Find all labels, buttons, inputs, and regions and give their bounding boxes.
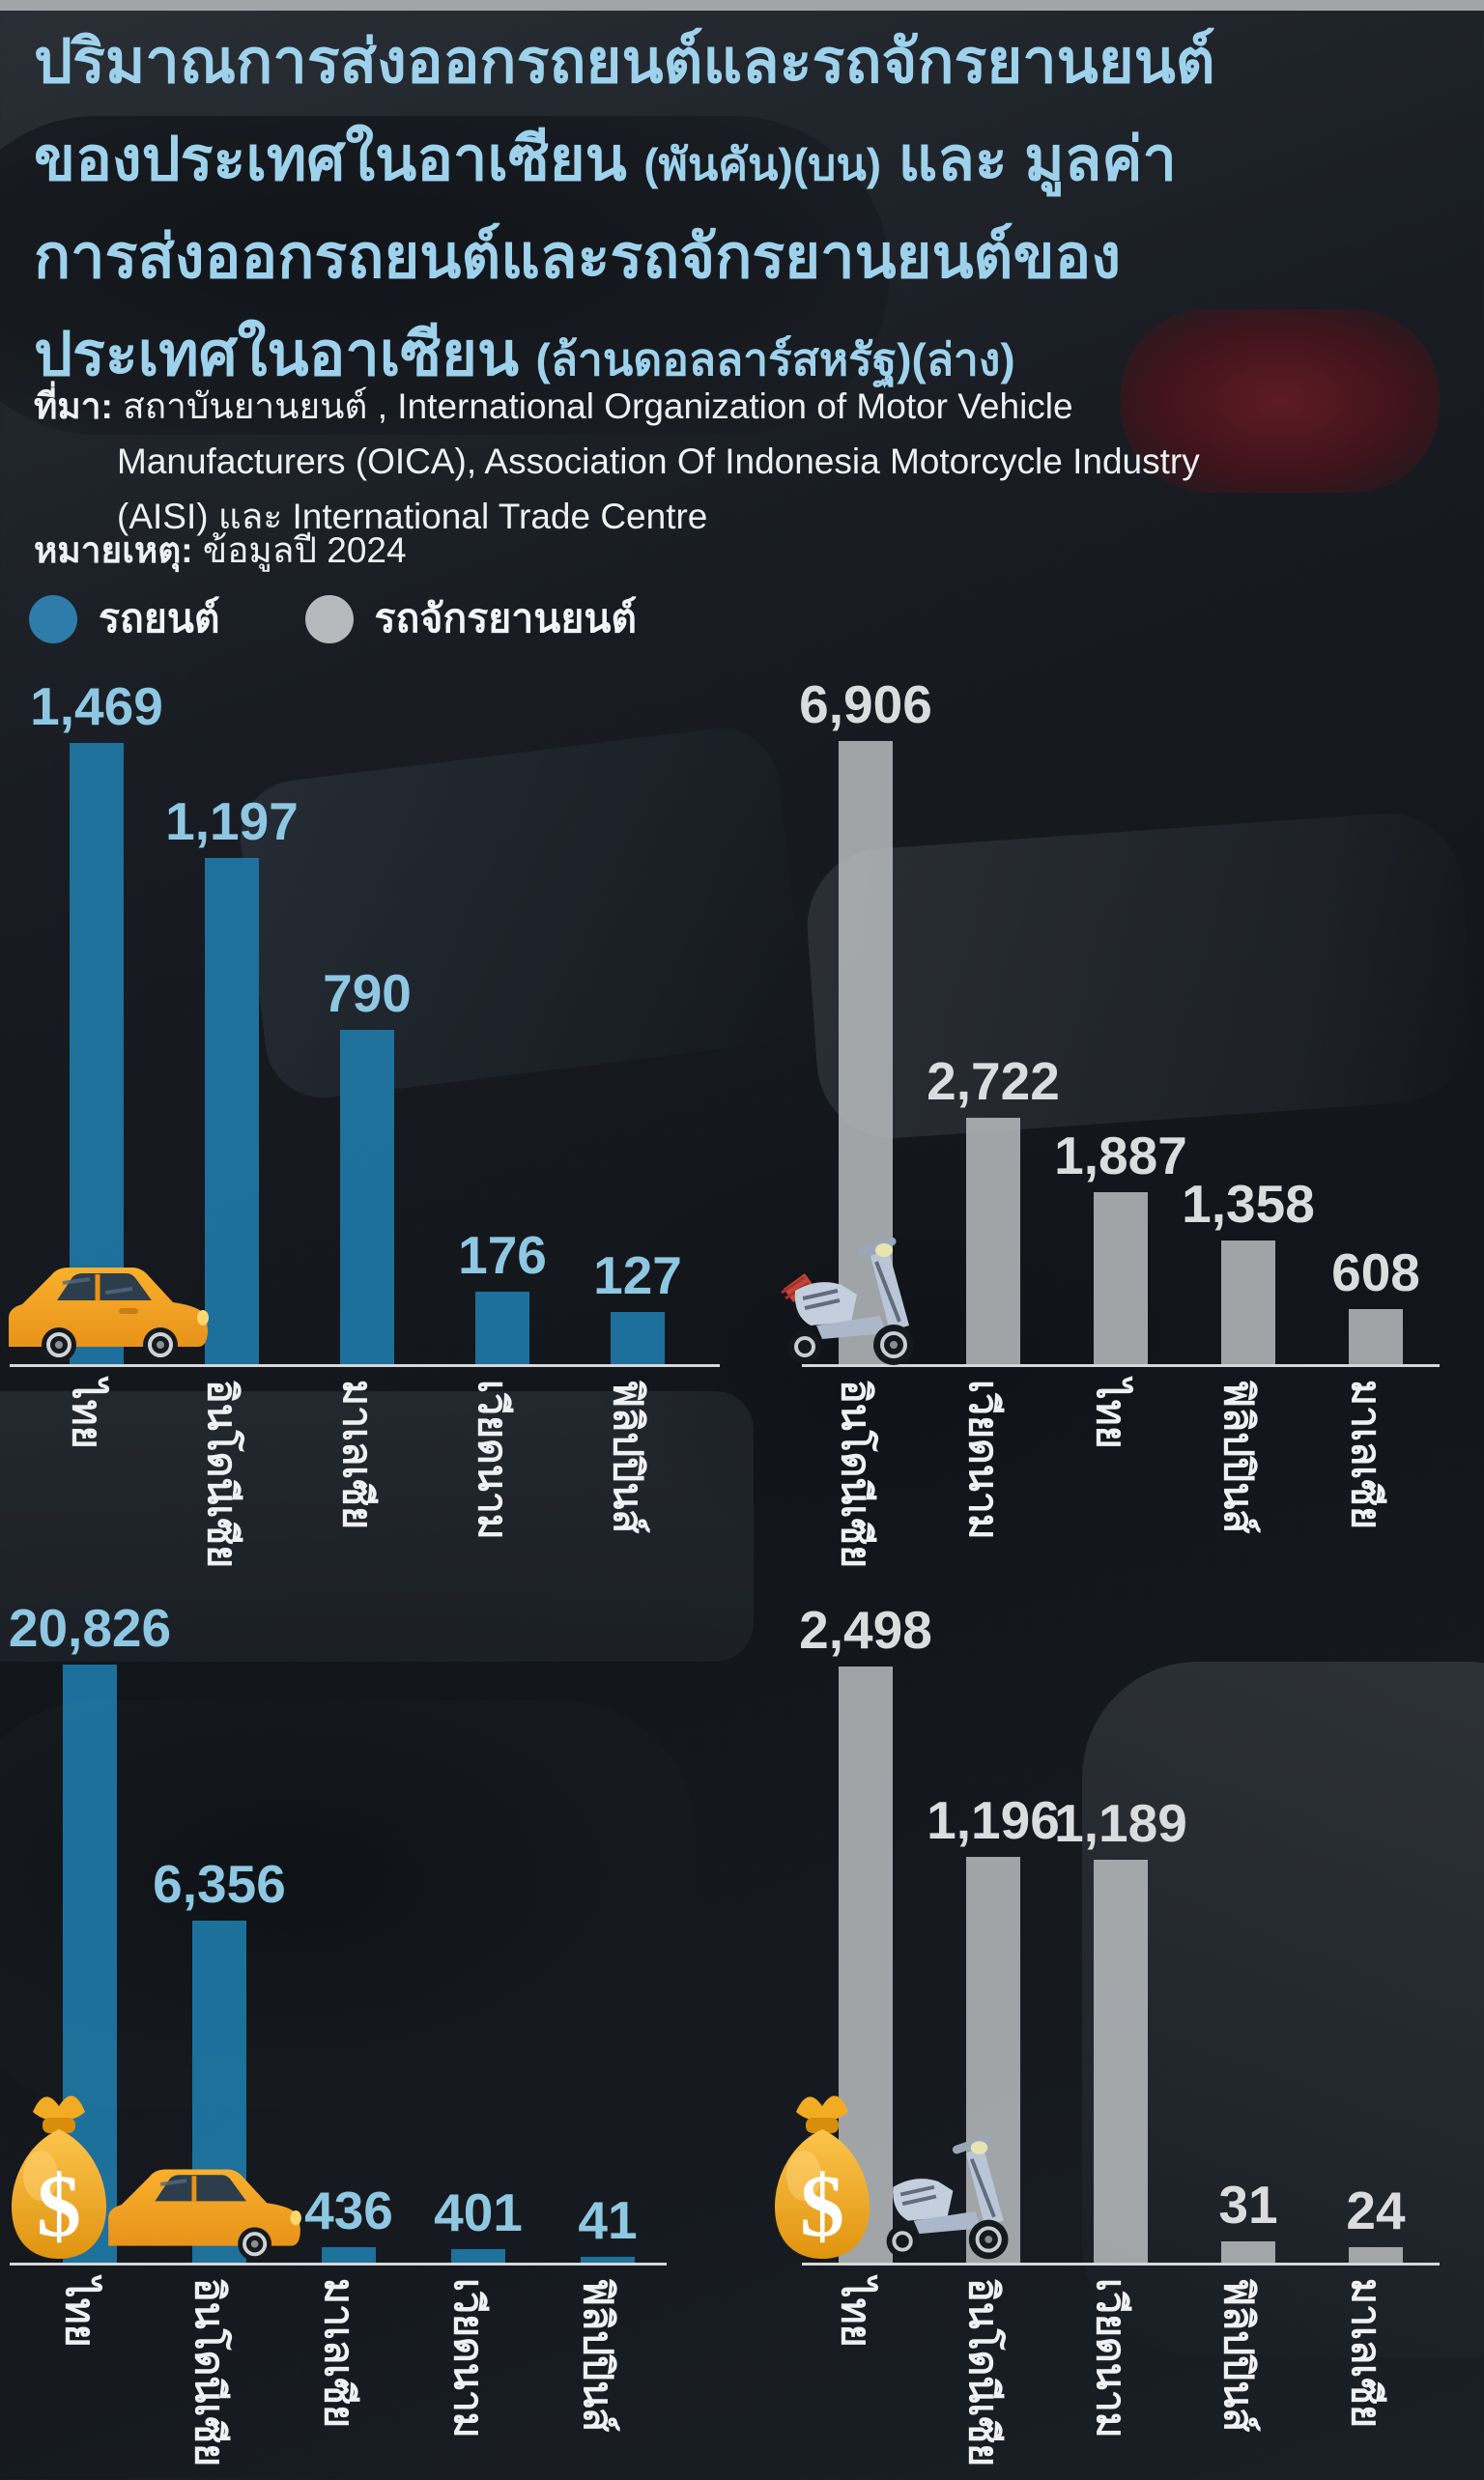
category-label: มาเลเซีย xyxy=(1344,2278,1388,2429)
money-bag-icon: $ xyxy=(12,2095,106,2259)
svg-text:$: $ xyxy=(800,2156,844,2255)
category-label: ฟิลิปปินส์ xyxy=(606,1380,650,1534)
bar-export-value-motorcycles-เวียดนาม xyxy=(1094,1860,1148,2263)
bar-export-value-cars-เวียดนาม xyxy=(451,2249,505,2263)
x-axis xyxy=(802,1364,1440,1367)
value-label: 436 xyxy=(304,2181,393,2240)
bar-export-volume-cars-ฟิลิปปินส์ xyxy=(611,1312,665,1364)
title-segment: การส่งออกรถยนต์และรถจักรยานยนต์ของ xyxy=(34,223,1122,291)
value-label: 1,887 xyxy=(1054,1126,1187,1185)
source-line: Manufacturers (OICA), Association Of Ind… xyxy=(117,442,1200,481)
category-label: เวียดนาม xyxy=(446,2278,491,2438)
x-axis xyxy=(802,2263,1440,2266)
bar-export-volume-cars-มาเลเซีย xyxy=(340,1030,394,1364)
value-label: 1,469 xyxy=(30,676,163,736)
source-line: (AISI) และ International Trade Centre xyxy=(117,497,708,536)
page-title: ปริมาณการส่งออกรถยนต์และรถจักรยานยนต์ของ… xyxy=(34,21,1473,412)
bar-export-value-motorcycles-ฟิลิปปินส์ xyxy=(1221,2241,1275,2263)
bar-export-value-cars-ฟิลิปปินส์ xyxy=(581,2257,635,2263)
value-label: 6,906 xyxy=(799,674,932,734)
category-label: ฟิลิปปินส์ xyxy=(576,2278,620,2433)
bar-export-volume-motorcycles-ฟิลิปปินส์ xyxy=(1221,1240,1275,1364)
bar-export-volume-cars-ไทย xyxy=(70,743,124,1364)
legend-label-cars: รถยนต์ xyxy=(99,596,220,641)
bar-export-volume-motorcycles-ไทย xyxy=(1094,1192,1148,1364)
value-label: 790 xyxy=(323,963,412,1023)
category-label: มาเลเซีย xyxy=(317,2278,361,2429)
scooter-icon xyxy=(781,1237,914,1365)
category-label: ไทย xyxy=(65,1380,109,1449)
bar-export-value-motorcycles-มาเลเซีย xyxy=(1349,2247,1403,2263)
background-windshield-shape xyxy=(233,722,811,1104)
category-label: เวียดนาม xyxy=(471,1380,515,1540)
bar-export-volume-cars-เวียดนาม xyxy=(475,1292,529,1364)
value-label: 24 xyxy=(1346,2181,1406,2240)
title-line: ของประเทศในอาเซียน (พันคัน)(บน) และ มูลค… xyxy=(34,119,1473,216)
title-segment: ปริมาณการส่งออกรถยนต์และรถจักรยานยนต์ xyxy=(34,28,1215,96)
value-label: 1,196 xyxy=(927,1790,1060,1850)
category-label: ไทย xyxy=(834,2278,878,2348)
x-axis xyxy=(10,2263,667,2266)
value-label: 176 xyxy=(458,1225,547,1285)
category-label: เวียดนาม xyxy=(961,1380,1006,1540)
value-label: 1,189 xyxy=(1054,1793,1187,1853)
value-label: 2,498 xyxy=(799,1600,932,1660)
money-bag-icon: $ xyxy=(775,2095,870,2259)
category-label: มาเลเซีย xyxy=(1344,1380,1388,1530)
motorcycles-legend-dot-icon xyxy=(304,594,354,643)
title-segment: (พันคัน)(บน) xyxy=(643,139,882,189)
value-label: 20,826 xyxy=(8,1598,172,1658)
source-label: ที่มา: xyxy=(34,386,124,426)
value-label: 608 xyxy=(1331,1242,1420,1302)
category-label: ฟิลิปปินส์ xyxy=(1216,1380,1261,1534)
source-line: ที่มา: สถาบันยานยนต์ , International Org… xyxy=(34,386,1073,426)
title-line: การส่งออกรถยนต์และรถจักรยานยนต์ของ xyxy=(34,216,1473,314)
value-label: 6,356 xyxy=(153,1854,286,1914)
value-label: 401 xyxy=(434,2182,523,2242)
category-label: อินโดนีเซีย xyxy=(200,1380,244,1569)
legend: รถยนต์ รถจักรยานยนต์ xyxy=(29,587,702,650)
cars-legend-dot-icon xyxy=(29,594,77,643)
bar-export-volume-motorcycles-มาเลเซีย xyxy=(1349,1309,1403,1364)
x-axis xyxy=(10,1364,720,1367)
car-icon xyxy=(108,2169,301,2262)
title-segment: ประเทศในอาเซียน xyxy=(34,321,536,388)
category-label: อินโดนีเซีย xyxy=(961,2278,1006,2467)
svg-text:$: $ xyxy=(37,2156,81,2255)
legend-label-motorcycles: รถจักรยานยนต์ xyxy=(374,596,637,641)
bar-export-volume-cars-อินโดนีเซีย xyxy=(205,858,259,1364)
title-segment: และ มูลค่า xyxy=(881,126,1177,193)
value-label: 41 xyxy=(578,2190,638,2250)
title-line: ปริมาณการส่งออกรถยนต์และรถจักรยานยนต์ xyxy=(34,21,1473,119)
category-label: ไทย xyxy=(1089,1380,1133,1449)
title-segment: (ล้านดอลลาร์สหรัฐ)(ล่าง) xyxy=(535,334,1015,385)
category-label: อินโดนีเซีย xyxy=(187,2278,232,2467)
value-label: 1,358 xyxy=(1182,1174,1315,1234)
category-label: มาเลเซีย xyxy=(335,1380,380,1530)
category-label: ไทย xyxy=(58,2278,102,2348)
legend-item-cars: รถยนต์ xyxy=(29,587,220,650)
source-text: ที่มา: สถาบันยานยนต์ , International Org… xyxy=(34,379,1200,544)
value-label: 127 xyxy=(593,1245,682,1305)
category-label: อินโดนีเซีย xyxy=(834,1380,878,1569)
scooter-icon xyxy=(886,2134,1009,2260)
value-label: 31 xyxy=(1218,2175,1278,2235)
category-label: ฟิลิปปินส์ xyxy=(1216,2278,1261,2433)
title-line: ประเทศในอาเซียน (ล้านดอลลาร์สหรัฐ)(ล่าง) xyxy=(34,314,1473,412)
note-text: หมายเหตุ: ข้อมูลปี 2024 xyxy=(34,522,407,579)
car-icon xyxy=(9,1268,209,1362)
legend-item-motorcycles: รถจักรยานยนต์ xyxy=(304,587,637,650)
bar-export-value-cars-มาเลเซีย xyxy=(322,2247,376,2263)
note-label: หมายเหตุ: xyxy=(34,530,193,570)
value-label: 1,197 xyxy=(165,791,299,851)
top-gray-strip xyxy=(0,0,1484,11)
bar-export-volume-motorcycles-เวียดนาม xyxy=(966,1118,1020,1364)
title-segment: ของประเทศในอาเซียน xyxy=(34,126,644,193)
category-label: เวียดนาม xyxy=(1089,2278,1133,2438)
value-label: 2,722 xyxy=(927,1051,1060,1111)
note-value: ข้อมูลปี 2024 xyxy=(202,530,407,570)
